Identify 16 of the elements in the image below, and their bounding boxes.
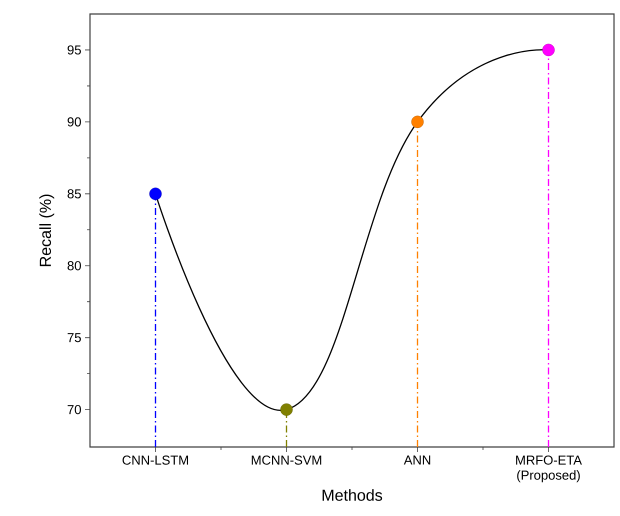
- point: [411, 116, 424, 128]
- y-tick-label: 75: [68, 333, 81, 342]
- x-tick-label: MRFO-ETA (Proposed): [516, 456, 582, 482]
- y-tick-label: 90: [68, 117, 81, 126]
- point: [149, 188, 162, 200]
- point: [280, 403, 293, 416]
- y-tick-label: 95: [68, 45, 81, 55]
- y-tick-label: 70: [68, 404, 81, 414]
- point: [542, 44, 555, 56]
- x-tick-label: CNN-LSTM: [122, 456, 188, 465]
- x-tick-label: MCNN-SVM: [252, 456, 322, 465]
- y-tick-label: 80: [68, 261, 81, 270]
- y-tick-label: 85: [68, 189, 81, 198]
- y-axis-title: Recall (%): [39, 194, 54, 266]
- x-tick-label: ANN: [404, 456, 430, 464]
- x-axis-title: Methods: [322, 489, 382, 501]
